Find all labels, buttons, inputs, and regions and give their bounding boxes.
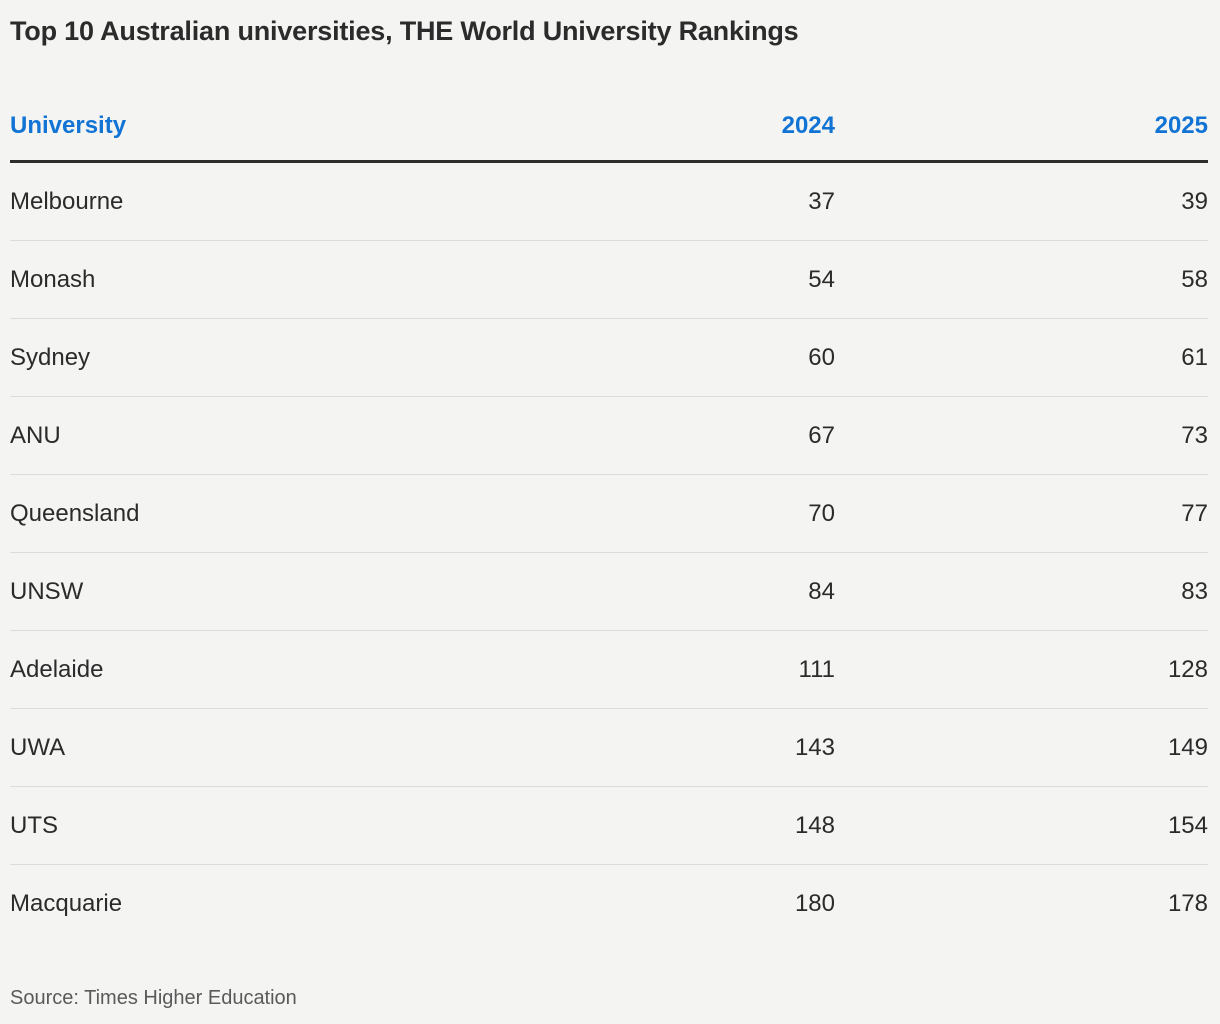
rank-2025: 77: [1181, 499, 1208, 527]
table-row: UNSW 84 83: [10, 553, 1208, 631]
rank-2024: 37: [808, 187, 835, 215]
column-header-2025: 2025: [1154, 112, 1208, 139]
rank-2025: 128: [1167, 655, 1208, 683]
rank-2024: 84: [808, 577, 835, 605]
table-row: Melbourne 37 39: [10, 163, 1208, 241]
university-name: UTS: [10, 811, 58, 839]
table-row: Adelaide 111 128: [10, 631, 1208, 709]
table-row: Queensland 70 77: [10, 475, 1208, 553]
column-header-university: University: [10, 112, 127, 139]
rank-2025: 83: [1181, 577, 1208, 605]
rank-2024: 67: [808, 421, 835, 449]
rank-2025: 58: [1181, 265, 1208, 293]
table-row: Macquarie 180 178: [10, 865, 1208, 942]
rank-2025: 39: [1181, 187, 1208, 215]
rank-2024: 111: [798, 655, 835, 683]
table-row: Monash 54 58: [10, 241, 1208, 319]
page-title: Top 10 Australian universities, THE Worl…: [10, 16, 799, 46]
rank-2024: 70: [808, 499, 835, 527]
table-row: UWA 143 149: [10, 709, 1208, 787]
rank-2025: 178: [1167, 889, 1208, 917]
table-body: Melbourne 37 39 Monash 54 58 Sydney 60 6…: [10, 163, 1208, 942]
university-name: ANU: [10, 421, 61, 449]
rank-2024: 180: [794, 889, 835, 917]
rank-2024: 143: [794, 733, 835, 761]
rank-2025: 149: [1167, 733, 1208, 761]
university-name: Adelaide: [10, 655, 104, 683]
university-name: Macquarie: [10, 889, 123, 917]
university-name: UNSW: [10, 577, 84, 605]
university-name: Queensland: [10, 499, 140, 527]
table-row: ANU 67 73: [10, 397, 1208, 475]
rank-2024: 60: [808, 343, 835, 371]
rank-2025: 73: [1181, 421, 1208, 449]
table-row: UTS 148 154: [10, 787, 1208, 865]
university-name: Sydney: [10, 343, 91, 371]
university-name: UWA: [10, 733, 66, 761]
rank-2025: 61: [1181, 343, 1208, 371]
column-header-2024: 2024: [781, 112, 835, 139]
university-name: Melbourne: [10, 187, 124, 215]
rank-2024: 54: [808, 265, 835, 293]
source-note: Source: Times Higher Education: [10, 987, 297, 1009]
university-name: Monash: [10, 265, 96, 293]
table-row: Sydney 60 61: [10, 319, 1208, 397]
rank-2024: 148: [794, 811, 835, 839]
table-header-row: University 2024 2025: [10, 112, 1208, 163]
rank-2025: 154: [1167, 811, 1208, 839]
